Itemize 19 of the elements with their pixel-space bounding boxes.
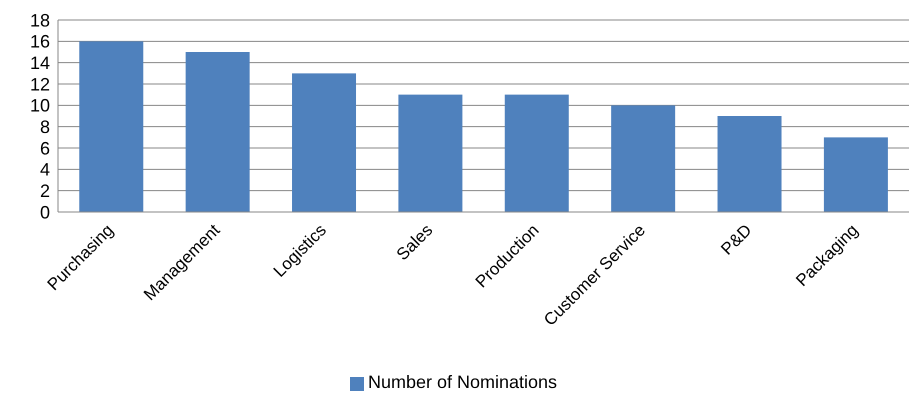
bar — [292, 73, 356, 212]
bar — [824, 137, 888, 212]
y-tick-label: 6 — [40, 138, 50, 158]
y-tick-label: 14 — [30, 53, 50, 74]
bar — [611, 105, 676, 212]
y-tick-label: 16 — [30, 32, 50, 52]
y-tick-label: 10 — [30, 96, 50, 116]
bar — [79, 41, 144, 212]
y-tick-label: 2 — [40, 181, 50, 202]
legend-label: Number of Nominations — [368, 372, 558, 392]
y-tick-label: 8 — [40, 117, 50, 138]
bar — [186, 52, 250, 212]
bar — [398, 94, 462, 212]
bar — [718, 116, 782, 212]
y-tick-label: 12 — [30, 74, 50, 94]
bar — [504, 94, 569, 212]
y-tick-label: 18 — [30, 10, 50, 30]
y-tick-label: 4 — [40, 160, 50, 180]
y-tick-label: 0 — [40, 202, 50, 222]
